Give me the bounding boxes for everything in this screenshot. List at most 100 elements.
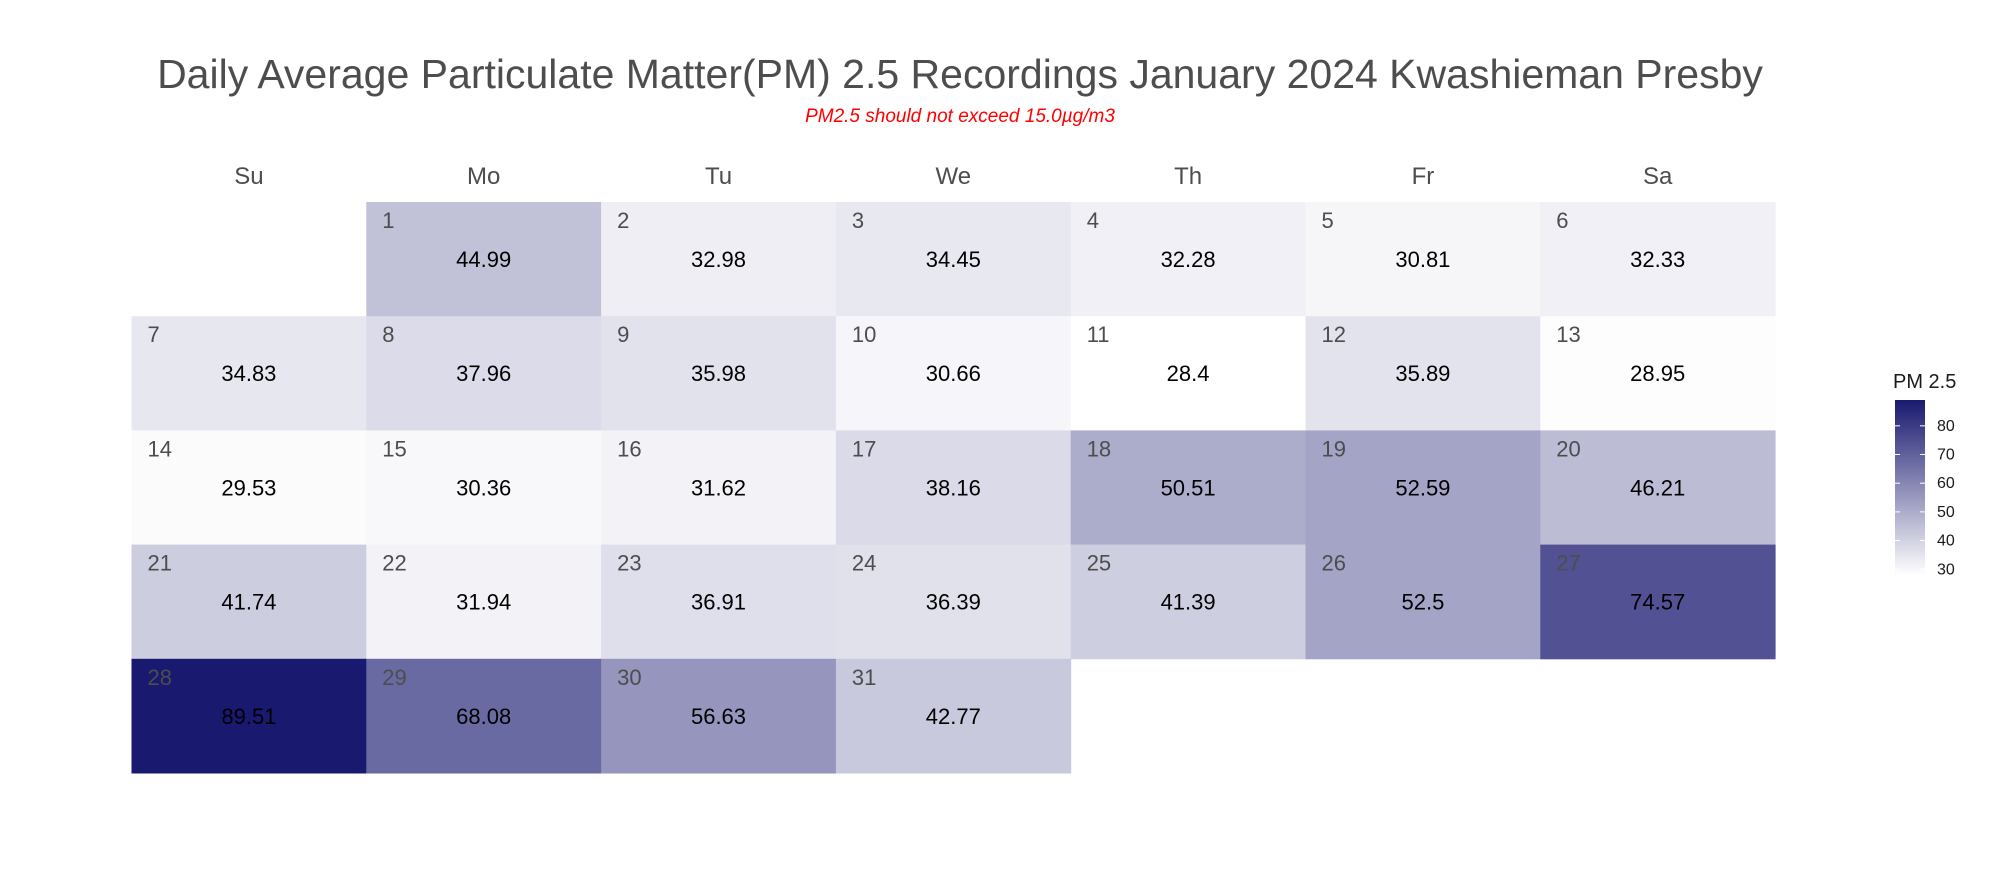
day-number: 29 (382, 665, 406, 690)
day-cell (835, 430, 1072, 546)
day-value: 31.62 (691, 475, 746, 500)
day-value: 31.94 (456, 590, 511, 615)
day-value: 28.4 (1167, 361, 1210, 386)
day-value: 36.91 (691, 590, 746, 615)
day-value: 34.83 (221, 361, 276, 386)
day-cell (601, 544, 837, 660)
day-value: 29.53 (221, 475, 276, 500)
day-number: 26 (1322, 551, 1346, 576)
day-cell (835, 316, 1072, 431)
legend-tick-label: 40 (1937, 533, 1955, 550)
legend-tick-label: 60 (1937, 475, 1955, 492)
day-cell (1305, 544, 1541, 660)
day-value: 30.66 (926, 361, 981, 386)
day-cell (1070, 202, 1306, 317)
legend-ticks: 30 40 50 60 70 80 (1895, 418, 1955, 578)
day-cell (131, 316, 367, 431)
day-value: 38.16 (926, 475, 981, 500)
day-number: 20 (1556, 436, 1580, 461)
day-number: 2 (617, 208, 629, 233)
legend-tick-label: 80 (1937, 418, 1955, 435)
day-value: 37.96 (456, 361, 511, 386)
day-number: 22 (382, 551, 406, 576)
day-number: 31 (852, 665, 876, 690)
day-cell (601, 202, 837, 317)
day-number: 3 (852, 208, 864, 233)
day-value: 35.98 (691, 361, 746, 386)
day-value: 68.08 (456, 704, 511, 729)
day-value: 36.39 (926, 590, 981, 615)
day-number: 28 (148, 665, 172, 690)
day-number: 14 (148, 436, 172, 461)
day-cell (1070, 316, 1306, 431)
day-value: 30.36 (456, 475, 511, 500)
day-cell (601, 430, 837, 546)
legend-tick-label: 70 (1937, 447, 1955, 464)
day-cell (1070, 544, 1306, 660)
day-value: 52.59 (1395, 475, 1450, 500)
day-number: 7 (148, 322, 160, 347)
day-value: 46.21 (1630, 475, 1685, 500)
day-number: 17 (852, 436, 876, 461)
chart-subtitle: PM2.5 should not exceed 15.0µg/m3 (805, 106, 1115, 127)
day-value: 32.98 (691, 247, 746, 272)
day-value: 35.89 (1395, 361, 1450, 386)
day-value: 74.57 (1630, 590, 1685, 615)
day-cell (366, 316, 602, 431)
day-number: 10 (852, 322, 876, 347)
day-value: 44.99 (456, 247, 511, 272)
day-cell (366, 658, 602, 774)
day-number: 23 (617, 551, 641, 576)
chart-title: Daily Average Particulate Matter(PM) 2.5… (157, 51, 1763, 97)
weekday-label: Fr (1412, 163, 1435, 190)
day-number: 4 (1087, 208, 1099, 233)
day-value: 41.74 (221, 590, 276, 615)
day-number: 9 (617, 322, 629, 347)
day-value: 50.51 (1161, 475, 1216, 500)
day-number: 24 (852, 551, 876, 576)
day-number: 8 (382, 322, 394, 347)
day-value: 30.81 (1395, 247, 1450, 272)
day-cell (835, 544, 1072, 660)
day-cell (131, 658, 367, 774)
weekday-label: Mo (467, 163, 500, 190)
legend-tick-label: 50 (1937, 504, 1955, 521)
day-value: 32.28 (1161, 247, 1216, 272)
day-cell (835, 202, 1072, 317)
day-cell (1540, 544, 1776, 660)
day-number: 6 (1556, 208, 1568, 233)
day-number: 19 (1322, 436, 1346, 461)
day-cell (601, 316, 837, 431)
day-value: 52.5 (1401, 590, 1444, 615)
day-number: 5 (1322, 208, 1334, 233)
day-number: 13 (1556, 322, 1580, 347)
day-cell (1070, 430, 1306, 546)
day-number: 25 (1087, 551, 1111, 576)
day-cell (835, 658, 1072, 774)
day-number: 27 (1556, 551, 1580, 576)
weekday-label: Tu (705, 163, 732, 190)
day-cell (1540, 430, 1776, 546)
day-value: 32.33 (1630, 247, 1685, 272)
day-value: 42.77 (926, 704, 981, 729)
day-value: 28.95 (1630, 361, 1685, 386)
day-cell (1305, 202, 1541, 317)
weekday-label: We (936, 163, 972, 190)
legend-tick-label: 30 (1937, 561, 1955, 578)
day-number: 12 (1322, 322, 1346, 347)
day-number: 30 (617, 665, 641, 690)
day-number: 16 (617, 436, 641, 461)
day-value: 56.63 (691, 704, 746, 729)
weekday-label: Sa (1643, 163, 1673, 190)
day-cell (131, 430, 367, 546)
legend-title: PM 2.5 (1893, 371, 1956, 393)
day-cell (1305, 430, 1541, 546)
weekday-label: Su (234, 163, 263, 190)
calendar-cells: 1 44.99 2 32.98 3 34.45 4 32.28 5 30.81 6 32.33 7 34.… (131, 202, 1776, 774)
day-cell (366, 544, 602, 660)
day-number: 18 (1087, 436, 1111, 461)
day-cell (131, 544, 367, 660)
day-number: 21 (148, 551, 172, 576)
day-number: 11 (1087, 322, 1110, 347)
